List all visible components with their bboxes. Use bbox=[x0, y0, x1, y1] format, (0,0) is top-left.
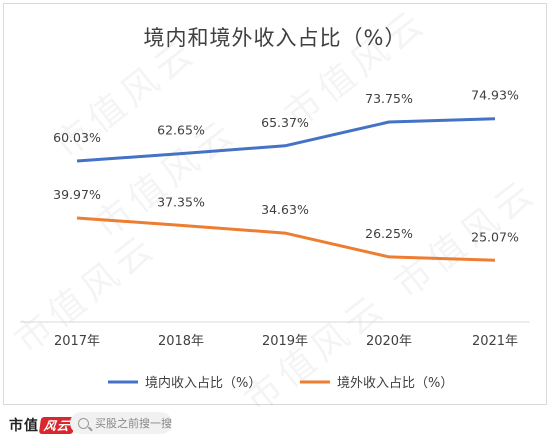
search-box[interactable]: 买股之前搜一搜 bbox=[70, 412, 172, 434]
data-label-s2-5: 25.07% bbox=[471, 229, 519, 244]
chart-frame bbox=[3, 3, 547, 405]
x-tick-label-4: 2020年 bbox=[366, 334, 412, 349]
x-tick-label-5: 2021年 bbox=[472, 334, 518, 349]
line-chart: 60.03% 62.65% 65.37% 73.75% 74.93% 39.97% 37.3… bbox=[20, 88, 530, 391]
data-label-s2-1: 39.97% bbox=[53, 187, 101, 202]
data-label-s1-5: 74.93% bbox=[471, 88, 519, 103]
chart-title: 境内和境外收入占比（%） bbox=[143, 26, 407, 50]
footer-bar: 市值 风云 买股之前搜一搜 bbox=[0, 407, 550, 443]
series-line-1 bbox=[76, 117, 496, 163]
legend-label-2: 境外收入占比（%） bbox=[337, 376, 453, 391]
x-tick-label-1: 2017年 bbox=[54, 334, 100, 349]
legend-label-1: 境内收入占比（%） bbox=[145, 375, 261, 391]
search-placeholder: 买股之前搜一搜 bbox=[95, 417, 172, 430]
data-label-s2-4: 26.25% bbox=[365, 226, 413, 241]
search-icon bbox=[78, 417, 89, 429]
data-label-s1-1: 60.03% bbox=[53, 130, 101, 145]
data-label-s2-2: 37.35% bbox=[157, 194, 205, 209]
data-label-s1-4: 73.75% bbox=[365, 91, 413, 106]
logo-text: 市值 bbox=[9, 418, 39, 434]
data-label-s2-3: 34.63% bbox=[261, 202, 309, 217]
data-label-s1-2: 62.65% bbox=[157, 123, 205, 138]
data-label-s1-3: 65.37% bbox=[261, 115, 309, 130]
series-line-2 bbox=[76, 216, 496, 262]
site-logo[interactable]: 市值 风云 bbox=[9, 415, 76, 435]
x-tick-label-2: 2018年 bbox=[158, 334, 204, 349]
x-tick-label-3: 2019年 bbox=[262, 334, 308, 349]
